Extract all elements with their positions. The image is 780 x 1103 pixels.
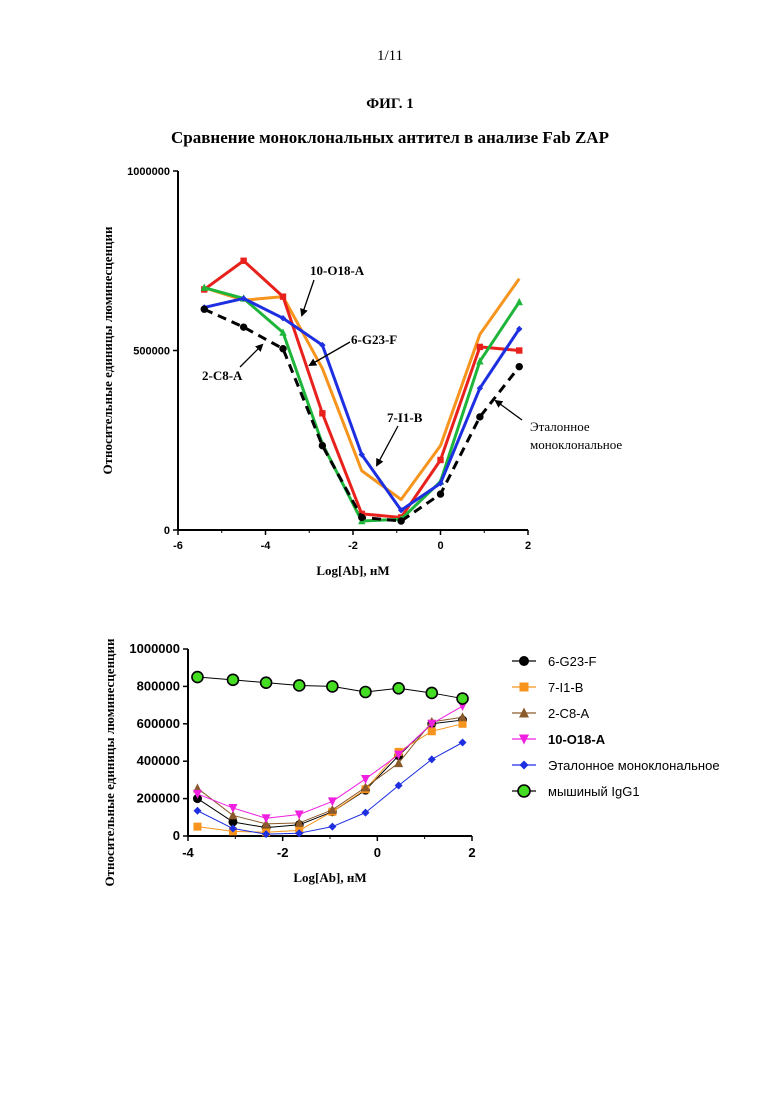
data-point (227, 674, 238, 685)
x-tick-label: -2 (348, 540, 358, 552)
series-мышиный-igg1 (192, 672, 468, 705)
data-point (192, 672, 203, 683)
legend-item-мышиный-igg1: мышиный IgG1 (512, 784, 640, 799)
series-10-o18-a (193, 702, 467, 823)
arrow-7-i1-b (377, 426, 398, 465)
y-tick-label: 400000 (137, 753, 180, 768)
page-number: 1/11 (0, 48, 780, 65)
arrow-reference (496, 401, 522, 420)
data-point (458, 712, 467, 721)
series-6-g23-f (201, 258, 522, 521)
x-tick-label: -4 (182, 845, 194, 860)
y-tick-label: 500000 (133, 346, 170, 358)
figure-label: ФИГ. 1 (0, 96, 780, 113)
data-point (398, 518, 404, 524)
data-point (294, 680, 305, 691)
x-tick-label: -4 (261, 540, 272, 552)
data-point (193, 823, 201, 831)
data-point (361, 775, 370, 784)
data-point (360, 687, 371, 698)
annotation-reference-line2: моноклональное (530, 437, 622, 452)
arrow-2-c8-a (240, 345, 262, 367)
x-axis-title: Log[Ab], нМ (316, 563, 389, 578)
series-line (197, 724, 462, 832)
y-tick-label: 0 (164, 525, 170, 537)
data-point (261, 677, 272, 688)
data-point (327, 681, 338, 692)
chart-2: -4 -2 0 2 0 200000 400000 600000 800000 1000000 Lo… (0, 612, 780, 902)
data-point (280, 293, 286, 299)
data-point (240, 324, 246, 330)
data-point (193, 807, 201, 815)
y-tick-label: 1000000 (129, 641, 180, 656)
annotation-reference-line1: Эталонное (530, 419, 590, 434)
legend-marker (518, 785, 530, 797)
legend-label: 2-C8-A (548, 706, 590, 721)
arrow-6-g23-f (310, 342, 350, 365)
data-point (477, 344, 483, 350)
data-point (262, 814, 271, 823)
annotation-7-i1-b: 7-I1-B (387, 410, 423, 425)
data-point (240, 258, 246, 264)
annotation-10-o18-a: 10-O18-A (310, 263, 365, 278)
figure-title: Сравнение моноклональных антител в анали… (0, 128, 780, 148)
legend-item-2-c8-a: 2-C8-A (512, 706, 590, 721)
legend-label: 10-O18-A (548, 732, 606, 747)
data-point (516, 347, 522, 353)
x-tick-label: 0 (374, 845, 381, 860)
legend-item-7-i1-b: 7-I1-B (512, 680, 583, 695)
x-tick-label: -6 (173, 540, 183, 552)
y-tick-label: 200000 (137, 791, 180, 806)
legend-marker (520, 657, 529, 666)
y-tick-label: 1000000 (127, 166, 170, 178)
data-point (359, 514, 365, 520)
legend-item-10-o18-a: 10-O18-A (512, 732, 606, 747)
legend-label: 7-I1-B (548, 680, 583, 695)
y-tick-label: 800000 (137, 678, 180, 693)
data-point (437, 457, 443, 463)
x-axis-title: Log[Ab], нМ (293, 870, 366, 885)
series-line (197, 743, 462, 835)
y-axis-title: Относительные единицы люминесценции (102, 638, 117, 887)
legend-label: мышиный IgG1 (548, 784, 640, 799)
x-tick-label: -2 (277, 845, 289, 860)
data-point (201, 306, 207, 312)
x-tick-label: 2 (468, 845, 475, 860)
data-point (516, 298, 523, 305)
data-point (437, 491, 443, 497)
data-point (328, 797, 337, 806)
legend-label: 6-G23-F (548, 654, 596, 669)
data-point (516, 363, 522, 369)
data-point (426, 687, 437, 698)
arrow-10-o18-a (302, 280, 314, 315)
data-point (459, 739, 467, 747)
legend-label: Эталонное моноклональное (548, 758, 720, 773)
legend-marker (520, 761, 529, 770)
data-point (319, 442, 325, 448)
legend-item-эталонное-моноклональное: Эталонное моноклональное (512, 758, 720, 773)
y-tick-label: 0 (173, 828, 180, 843)
data-point (319, 410, 325, 416)
data-point (457, 693, 468, 704)
data-point (393, 683, 404, 694)
data-point (477, 414, 483, 420)
legend-marker (520, 683, 529, 692)
legend-item-6-g23-f: 6-G23-F (512, 654, 596, 669)
y-tick-label: 600000 (137, 716, 180, 731)
annotation-6-g23-f: 6-G23-F (351, 332, 397, 347)
annotation-2-c8-a: 2-C8-A (202, 368, 243, 383)
chart-1: -6 -4 -2 0 2 0 500000 1000000 Log[Ab], нМ Относит… (0, 150, 780, 590)
data-point (328, 823, 336, 831)
data-point (280, 346, 286, 352)
x-tick-label: 0 (437, 540, 443, 552)
x-tick-label: 2 (525, 540, 531, 552)
y-axis-title: Относительные единицы люминесценции (100, 226, 115, 475)
series-7-i1-b (201, 295, 522, 513)
